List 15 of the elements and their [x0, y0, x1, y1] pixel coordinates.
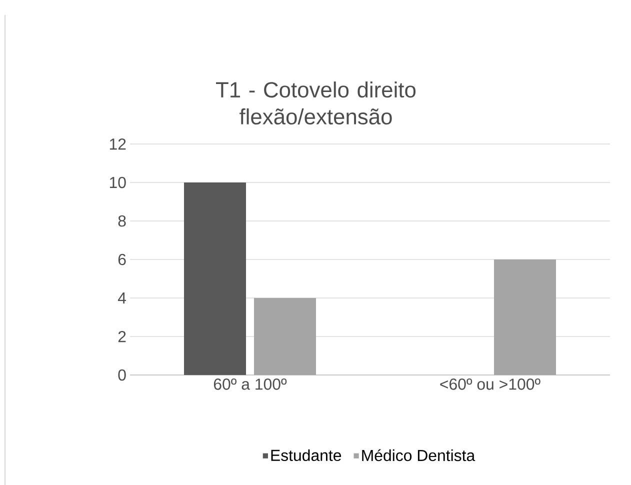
- bar: [254, 298, 316, 375]
- y-tick-label: 2: [118, 330, 126, 342]
- y-tick-label: 12: [110, 138, 126, 150]
- y-tick-label: 6: [118, 254, 126, 266]
- x-tick-label: <60º ou >100º: [440, 378, 540, 390]
- legend-label: Estudante: [271, 449, 342, 462]
- y-tick-label: 0: [118, 369, 126, 381]
- y-tick-label: 10: [110, 176, 126, 188]
- bar: [184, 182, 246, 375]
- x-tick-label: 60º a 100º: [214, 378, 287, 390]
- bar: [494, 260, 556, 375]
- legend-label: Médico Dentista: [362, 449, 476, 462]
- y-tick-label: 8: [118, 215, 126, 227]
- y-tick-label: 4: [118, 292, 126, 304]
- chart-title: T1 - Cotovelo direito flexão/extensão: [216, 81, 416, 124]
